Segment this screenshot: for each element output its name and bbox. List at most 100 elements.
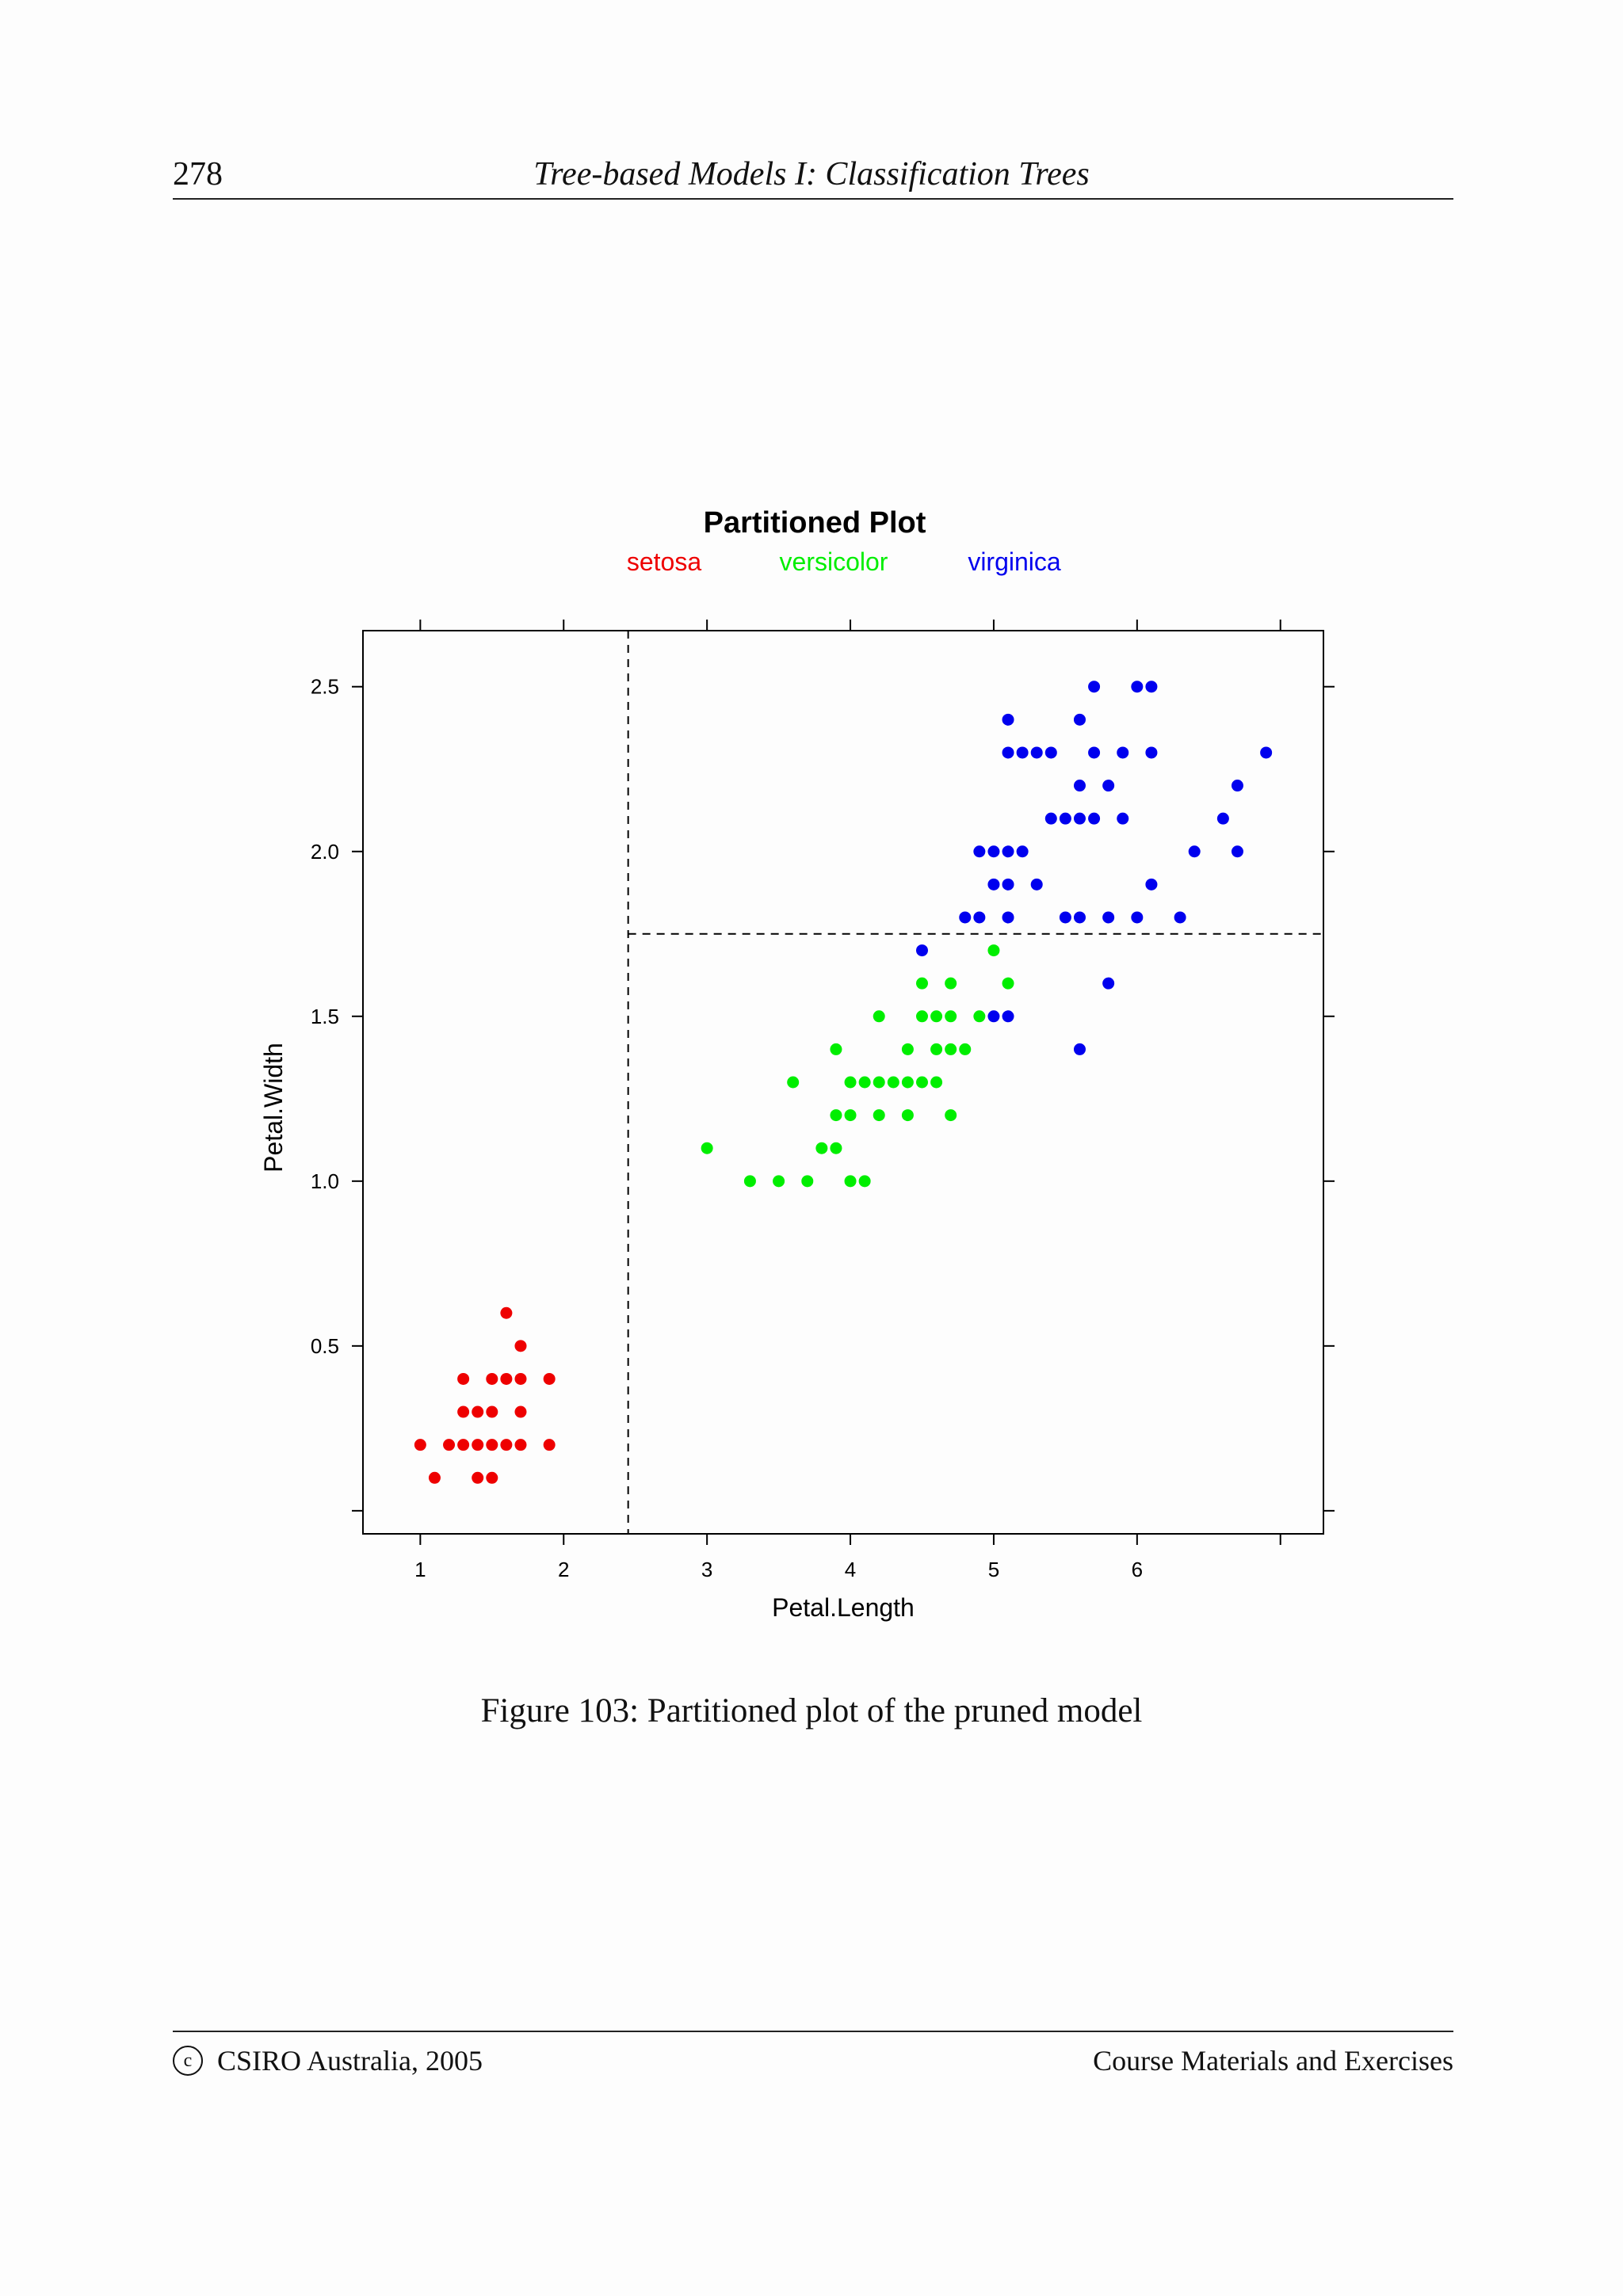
running-header: Tree-based Models I: Classification Tree… (533, 156, 1090, 193)
point-virginica (915, 944, 928, 957)
point-virginica (1145, 878, 1158, 891)
point-versicolor (743, 1175, 756, 1188)
point-setosa (428, 1471, 441, 1484)
point-virginica (1002, 746, 1014, 759)
point-virginica (1030, 878, 1043, 891)
point-virginica (1145, 681, 1158, 693)
legend-item-versicolor: versicolor (780, 547, 888, 576)
footer-copyright-text: CSIRO Australia, 2005 (217, 2045, 483, 2077)
y-tick-label: 0.5 (311, 1334, 339, 1358)
point-versicolor (959, 1043, 972, 1055)
legend-item-virginica: virginica (968, 547, 1061, 576)
x-tick-label: 2 (558, 1558, 569, 1581)
point-virginica (1073, 1043, 1086, 1055)
point-versicolor (973, 1010, 986, 1023)
point-virginica (1260, 746, 1273, 759)
point-versicolor (873, 1076, 885, 1089)
point-setosa (543, 1439, 556, 1451)
point-versicolor (915, 1010, 928, 1023)
point-setosa (500, 1306, 513, 1319)
x-tick-label: 3 (701, 1558, 712, 1581)
point-virginica (1002, 911, 1014, 924)
y-axis-label: Petal.Width (259, 1043, 288, 1173)
point-virginica (1073, 713, 1086, 726)
point-virginica (1002, 1010, 1014, 1023)
page-number: 278 (173, 156, 223, 193)
header-rule (173, 198, 1453, 200)
point-versicolor (945, 1043, 957, 1055)
point-versicolor (844, 1109, 857, 1122)
point-virginica (1117, 746, 1129, 759)
point-versicolor (858, 1175, 871, 1188)
point-setosa (457, 1405, 470, 1418)
point-versicolor (787, 1076, 800, 1089)
point-virginica (959, 911, 972, 924)
point-setosa (514, 1439, 527, 1451)
point-setosa (472, 1439, 484, 1451)
point-versicolor (773, 1175, 785, 1188)
point-virginica (1131, 681, 1144, 693)
point-versicolor (815, 1142, 828, 1154)
point-versicolor (844, 1175, 857, 1188)
point-virginica (1131, 911, 1144, 924)
point-versicolor (901, 1043, 914, 1055)
footer-rule (173, 2031, 1453, 2032)
x-tick-label: 1 (414, 1558, 426, 1581)
partitioned-plot: Partitioned Plot setosa versicolor virgini… (259, 506, 1335, 1622)
point-setosa (500, 1372, 513, 1385)
point-virginica (1030, 746, 1043, 759)
point-setosa (486, 1471, 498, 1484)
figure-caption: Figure 103: Partitioned plot of the prun… (480, 1692, 1143, 1730)
chart-title: Partitioned Plot (704, 506, 926, 540)
point-virginica (1088, 746, 1101, 759)
point-virginica (1016, 845, 1029, 858)
point-virginica (1117, 812, 1129, 825)
point-versicolor (901, 1109, 914, 1122)
point-virginica (1231, 780, 1243, 792)
point-versicolor (830, 1142, 842, 1154)
point-versicolor (915, 977, 928, 990)
point-virginica (987, 1010, 1000, 1023)
point-setosa (500, 1439, 513, 1451)
point-virginica (973, 845, 986, 858)
point-virginica (1073, 780, 1086, 792)
point-versicolor (945, 977, 957, 990)
y-tick-label: 1.0 (311, 1169, 339, 1193)
x-axis-label: Petal.Length (772, 1593, 915, 1622)
point-virginica (1073, 911, 1086, 924)
footer-left: c CSIRO Australia, 2005 (173, 2044, 483, 2077)
point-setosa (472, 1405, 484, 1418)
x-tick-label: 6 (1132, 1558, 1143, 1581)
point-virginica (1231, 845, 1243, 858)
plot-border (362, 630, 1324, 1535)
point-virginica (1216, 812, 1229, 825)
point-virginica (1002, 845, 1014, 858)
y-tick-label: 2.5 (311, 675, 339, 699)
point-virginica (1059, 911, 1071, 924)
point-versicolor (987, 944, 1000, 957)
point-versicolor (945, 1010, 957, 1023)
point-setosa (486, 1439, 498, 1451)
point-virginica (1088, 681, 1101, 693)
point-versicolor (830, 1043, 842, 1055)
point-virginica (987, 878, 1000, 891)
plot-frame: 1 2 3 4 5 6 0.5 1.0 1.5 2.0 2.5 (311, 620, 1335, 1581)
partition-lines (627, 631, 1323, 1534)
point-versicolor (873, 1109, 885, 1122)
point-virginica (1044, 746, 1057, 759)
point-setosa (414, 1439, 426, 1451)
point-setosa (486, 1405, 498, 1418)
x-tick-label: 5 (988, 1558, 999, 1581)
x-tick-label: 4 (845, 1558, 856, 1581)
point-setosa (443, 1439, 456, 1451)
point-virginica (1073, 812, 1086, 825)
point-setosa (472, 1471, 484, 1484)
point-versicolor (945, 1109, 957, 1122)
point-setosa (457, 1372, 470, 1385)
point-versicolor (801, 1175, 814, 1188)
point-versicolor (830, 1109, 842, 1122)
point-virginica (1059, 812, 1071, 825)
point-virginica (1174, 911, 1186, 924)
point-versicolor (915, 1076, 928, 1089)
point-versicolor (930, 1010, 943, 1023)
